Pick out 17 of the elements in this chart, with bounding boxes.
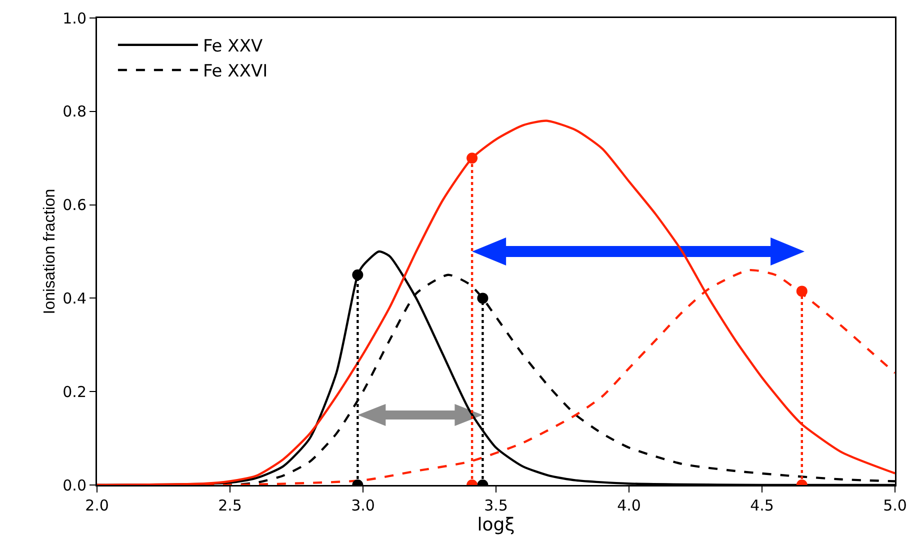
y-tick-label: 0.2 bbox=[62, 382, 86, 401]
y-tick-label: 0.8 bbox=[62, 102, 86, 121]
legend-label: Fe XXV bbox=[202, 36, 263, 57]
x-tick-label: 5.0 bbox=[883, 496, 907, 514]
x-tick-label: 4.0 bbox=[617, 496, 641, 514]
legend-label: Fe XXVI bbox=[202, 62, 268, 82]
x-tick-label: 2.0 bbox=[85, 496, 109, 514]
y-tick-label: 1.0 bbox=[62, 9, 86, 28]
x-tick-label: 2.5 bbox=[218, 496, 242, 514]
x-tick-label: 3.0 bbox=[351, 496, 375, 514]
x-tick-label: 4.5 bbox=[750, 496, 774, 514]
x-tick-label: 3.5 bbox=[484, 496, 508, 514]
y-tick-label: 0.4 bbox=[62, 289, 86, 308]
x-axis-title: logξ bbox=[477, 514, 515, 536]
y-axis-title: Ionisation fraction bbox=[42, 188, 58, 314]
y-tick-label: 0.6 bbox=[62, 196, 86, 214]
y-tick-label: 0.0 bbox=[62, 476, 86, 494]
